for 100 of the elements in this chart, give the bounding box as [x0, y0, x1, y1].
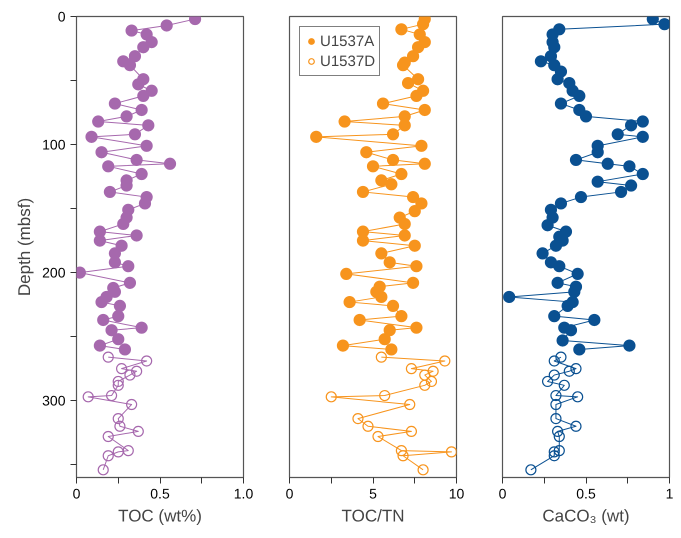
x-axis-title: CaCO₃ (wt)	[542, 506, 630, 526]
point	[548, 450, 560, 462]
x-tick-label: 0	[72, 486, 81, 502]
point	[112, 413, 124, 424]
point	[338, 115, 351, 128]
point	[572, 268, 584, 280]
point	[550, 398, 562, 410]
point	[406, 426, 418, 437]
point	[116, 363, 128, 374]
point	[419, 380, 430, 391]
point	[310, 130, 322, 143]
point	[412, 41, 424, 54]
point	[564, 366, 575, 377]
point	[398, 229, 411, 242]
point	[570, 363, 582, 374]
point	[574, 190, 588, 204]
point	[362, 420, 374, 432]
point	[114, 420, 126, 432]
point	[384, 256, 396, 268]
point	[102, 430, 114, 442]
point	[95, 296, 108, 308]
point	[614, 186, 628, 198]
point	[82, 391, 94, 402]
point	[573, 343, 586, 356]
point	[117, 218, 130, 230]
point	[108, 97, 122, 110]
point	[446, 446, 456, 458]
point	[534, 55, 548, 68]
point	[564, 324, 578, 336]
point	[136, 322, 148, 334]
point	[410, 90, 423, 102]
point	[406, 276, 420, 289]
point	[106, 390, 118, 402]
point	[326, 391, 337, 402]
x-tick-label: 1	[666, 486, 674, 502]
point	[141, 355, 152, 367]
point	[131, 366, 142, 377]
point	[624, 179, 638, 192]
point	[395, 310, 408, 322]
point	[550, 413, 562, 424]
point	[102, 450, 114, 462]
point	[356, 186, 370, 198]
point	[126, 398, 138, 410]
y-tick-label: 200	[42, 264, 66, 281]
point	[378, 333, 391, 346]
point	[408, 240, 421, 252]
point	[525, 464, 536, 476]
point	[146, 84, 158, 97]
point	[97, 314, 110, 326]
point	[395, 168, 408, 180]
point	[386, 154, 400, 166]
point	[552, 73, 564, 86]
point	[385, 343, 398, 356]
x-tick-label: 10	[448, 486, 464, 502]
point	[406, 363, 418, 374]
point	[340, 268, 352, 280]
y-tick-label: 300	[42, 392, 66, 409]
point	[395, 23, 408, 36]
point	[102, 160, 114, 172]
point	[402, 77, 414, 90]
point	[112, 333, 124, 346]
point	[555, 352, 567, 363]
point	[623, 340, 636, 352]
point	[562, 300, 574, 312]
point	[426, 376, 438, 388]
point	[419, 369, 430, 381]
point	[132, 426, 144, 437]
point	[354, 314, 366, 326]
point	[386, 128, 400, 140]
y-axis-title: Depth (mbsf)	[15, 198, 34, 296]
point	[352, 413, 364, 424]
point	[548, 41, 560, 54]
point	[553, 260, 566, 272]
point	[412, 73, 424, 86]
point	[428, 366, 439, 377]
point	[396, 445, 407, 456]
point	[580, 110, 592, 122]
point	[95, 146, 108, 158]
point	[94, 340, 106, 352]
point	[410, 322, 423, 334]
point	[375, 290, 388, 304]
point	[344, 296, 356, 308]
point	[137, 41, 150, 54]
point	[624, 119, 638, 132]
point	[612, 128, 624, 140]
point	[573, 90, 586, 102]
point	[114, 300, 126, 312]
point	[536, 247, 549, 260]
point	[572, 391, 584, 402]
point	[550, 390, 562, 402]
point	[552, 276, 564, 289]
point	[404, 398, 416, 410]
point	[112, 310, 124, 322]
point	[376, 97, 390, 110]
x-tick-label: 0.5	[576, 486, 596, 502]
point	[372, 430, 384, 442]
point	[503, 290, 516, 304]
x-tick-label: 5	[369, 486, 378, 502]
point	[375, 247, 388, 260]
point	[396, 59, 410, 72]
